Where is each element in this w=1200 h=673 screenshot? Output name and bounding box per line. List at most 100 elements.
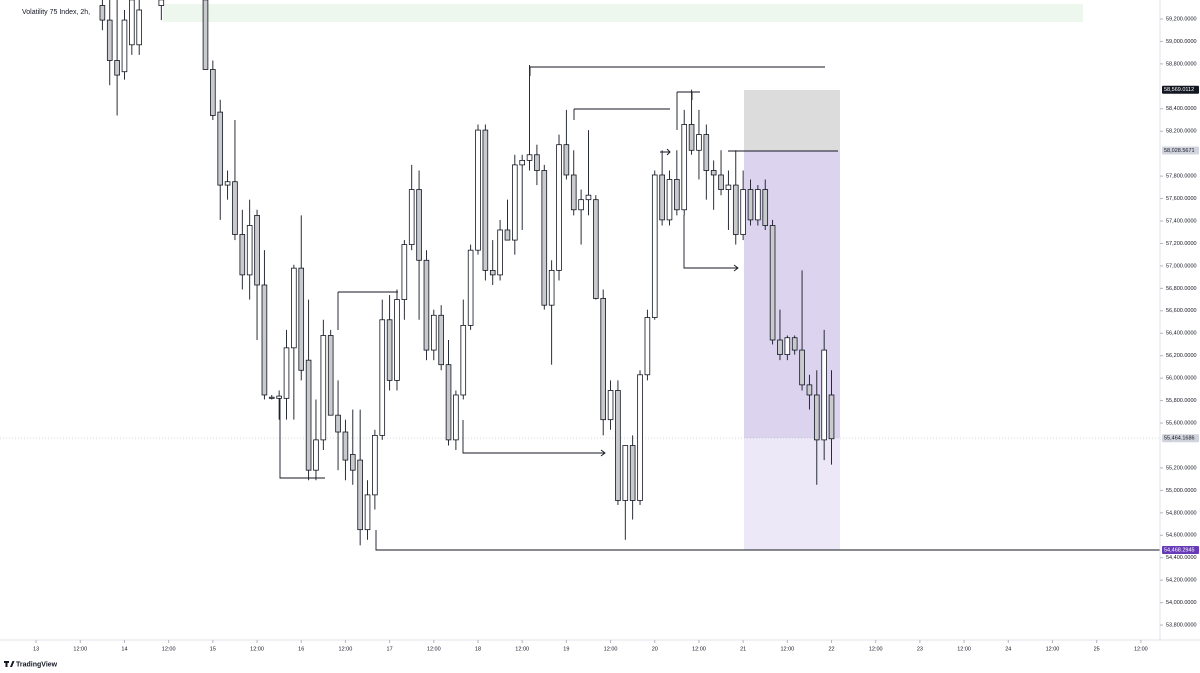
candle-body (674, 179, 680, 211)
logo: TradingView (4, 661, 58, 668)
candle-body (512, 164, 518, 241)
ray-line (375, 530, 1160, 551)
candle-body (556, 144, 562, 271)
candle-body (291, 267, 297, 349)
candle-body (659, 174, 665, 221)
axes: 59,200.0000 59,000.0000 58,800.0000 58,400.… (33, 16, 1199, 652)
candle-body (202, 0, 209, 70)
candle-body (239, 234, 246, 276)
candle-body (718, 174, 724, 190)
y-tick-label: 55,600.0000 (1166, 420, 1197, 426)
stop-zone (744, 90, 840, 151)
candle-body (740, 189, 746, 235)
candle-body (585, 194, 592, 201)
candle-body (644, 317, 651, 376)
candle-body (570, 174, 577, 211)
candle-body (541, 170, 548, 306)
candle-body (784, 337, 791, 355)
candle-body (534, 154, 540, 171)
candle-body (416, 189, 422, 261)
candle-body (600, 298, 606, 421)
candle-body (519, 159, 525, 166)
price-label-box (1162, 146, 1199, 155)
candle-body (401, 244, 408, 300)
y-tick-label: 56,800.0000 (1166, 286, 1197, 292)
candle-body (379, 319, 386, 436)
candle-body (408, 189, 415, 245)
footer-brand: TradingView (16, 661, 58, 668)
candle-body (651, 174, 658, 318)
ray-line (279, 398, 325, 479)
candle-body (799, 349, 805, 386)
x-tick-label: 16 (298, 646, 304, 652)
candle-body (158, 0, 165, 6)
candle-body (563, 144, 570, 176)
candle-body (313, 439, 319, 471)
x-tick-label: 12:00 (162, 646, 176, 652)
candle-body (777, 339, 783, 355)
supply-zone (163, 4, 1083, 22)
x-tick-label: 13 (33, 646, 39, 652)
y-tick-label: 55,800.0000 (1166, 398, 1197, 404)
candle-body (364, 494, 371, 531)
x-tick-label: 12:00 (73, 646, 87, 652)
candle-body (791, 337, 798, 351)
candle-body (305, 359, 312, 471)
x-tick-label: 25 (1094, 646, 1100, 652)
candles (99, 0, 835, 546)
candle-body (607, 390, 614, 421)
x-tick-label: 12:00 (1134, 646, 1148, 652)
price-label: 58,028.5671 (1164, 148, 1195, 154)
candle-body (688, 124, 695, 151)
x-tick-label: 24 (1005, 646, 1011, 652)
x-tick-label: 12:00 (515, 646, 529, 652)
candle-body (99, 5, 106, 21)
candle-body (475, 129, 481, 251)
y-tick-label: 59,000.0000 (1166, 39, 1197, 45)
y-tick-label: 53,800.0000 (1166, 623, 1197, 629)
candle-body (755, 189, 761, 221)
x-tick-label: 21 (740, 646, 746, 652)
ray-line (573, 108, 670, 120)
y-tick-label: 57,800.0000 (1166, 174, 1197, 180)
price-label: 58,569.0112 (1164, 87, 1194, 93)
candle-body (394, 299, 400, 381)
candle-body (224, 181, 231, 186)
candle-body (467, 249, 474, 326)
candle-body (578, 199, 584, 211)
candle-body (497, 229, 503, 276)
candle-body (821, 349, 827, 441)
candle-body (696, 134, 702, 151)
candle-body (482, 129, 489, 271)
candle-body (828, 394, 835, 440)
candle-body (732, 184, 739, 235)
price-label-box (1162, 434, 1199, 443)
candle-body (136, 9, 143, 46)
candle-body (283, 347, 290, 399)
candle-body (813, 394, 820, 441)
candle-body (489, 269, 496, 276)
candle-body (246, 225, 253, 276)
y-tick-label: 56,600.0000 (1166, 308, 1197, 314)
candle-body (357, 459, 363, 531)
y-tick-label: 57,600.0000 (1166, 196, 1197, 202)
y-tick-label: 54,200.0000 (1166, 578, 1197, 584)
ray-arrow (683, 215, 739, 272)
x-tick-label: 15 (210, 646, 216, 652)
target-zone-rest (744, 438, 840, 550)
candle-body (106, 19, 113, 61)
candle-body (593, 199, 599, 299)
candle-body (725, 184, 732, 190)
y-tick-label: 54,600.0000 (1166, 533, 1197, 539)
logo-mark (4, 661, 15, 667)
candle-body (710, 170, 717, 176)
candle-body (268, 396, 275, 399)
x-tick-label: 12:00 (957, 646, 971, 652)
candle-body (349, 454, 356, 471)
y-tick-label: 54,800.0000 (1166, 510, 1197, 516)
x-tick-label: 12:00 (427, 646, 441, 652)
candle-body (548, 269, 555, 306)
candle-body (445, 364, 452, 441)
